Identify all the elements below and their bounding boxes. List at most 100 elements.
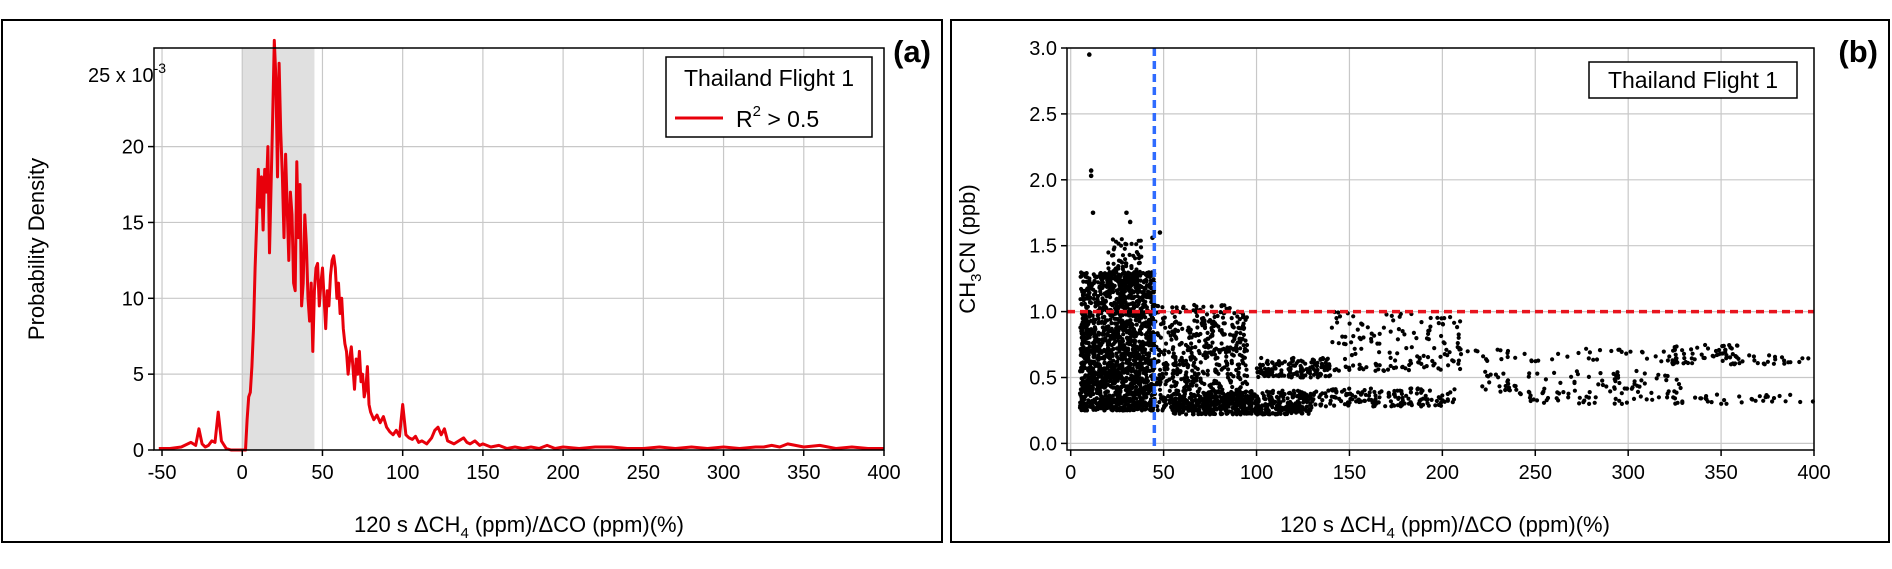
scatter-point [1093, 363, 1098, 368]
scatter-point [1195, 313, 1200, 319]
scatter-point [1324, 394, 1329, 399]
scatter-point [1217, 385, 1222, 390]
scatter-point [1617, 398, 1622, 403]
scatter-point [1127, 313, 1132, 318]
scatter-point [1451, 359, 1456, 364]
x-tick-label: 100 [386, 462, 419, 484]
scatter-point [1436, 366, 1441, 371]
scatter-point [1140, 396, 1145, 401]
scatter-point [1091, 296, 1096, 301]
scatter-point [1241, 332, 1246, 337]
scatter-point [1129, 369, 1134, 374]
scatter-point [1239, 392, 1245, 397]
scatter-point [1727, 343, 1732, 348]
scatter-point [1127, 252, 1132, 257]
scatter-point [1642, 381, 1647, 386]
scatter-point [1248, 393, 1253, 398]
scatter-point [1249, 408, 1254, 413]
scatter-point [1140, 349, 1145, 354]
scatter-point [1797, 359, 1802, 365]
scatter-point [1208, 350, 1213, 355]
scatter-point [1377, 331, 1382, 336]
scatter-point [1107, 270, 1112, 275]
scatter-point [1220, 315, 1226, 320]
scatter-point [1276, 361, 1281, 366]
scatter-point [1355, 327, 1360, 332]
scatter-point [1224, 411, 1229, 416]
panel-label: (b) [1838, 34, 1878, 69]
scatter-point [1109, 326, 1114, 331]
scatter-point [1161, 319, 1166, 324]
scatter-point [1187, 335, 1192, 340]
scatter-point [1092, 370, 1098, 375]
scatter-point [1131, 396, 1136, 401]
scatter-point [1222, 321, 1227, 326]
scatter-point [1432, 346, 1437, 351]
scatter-point [1528, 398, 1533, 404]
scatter-point [1138, 245, 1144, 250]
scatter-point [1181, 350, 1186, 355]
scatter-point [1749, 396, 1754, 402]
scatter-point [1512, 383, 1517, 388]
scatter-point [1681, 351, 1687, 356]
scatter-point [1081, 279, 1086, 284]
scatter-point [1505, 348, 1511, 354]
scatter-point [1430, 358, 1435, 364]
scatter-point [1230, 405, 1235, 410]
scatter-point [1123, 277, 1129, 282]
scatter-point [1106, 266, 1111, 271]
scatter-point [1366, 393, 1372, 398]
scatter-point [1096, 387, 1101, 392]
scatter-point [1753, 398, 1758, 403]
scatter-point [1301, 400, 1306, 405]
scatter-point [1308, 391, 1313, 396]
scatter-point [1121, 271, 1126, 276]
scatter-point [1714, 392, 1720, 397]
scatter-point [1091, 292, 1097, 297]
scatter-point [1604, 384, 1609, 389]
scatter-point [1129, 392, 1134, 397]
scatter-point [1128, 325, 1133, 330]
scatter-point [1436, 402, 1441, 407]
scatter-point [1106, 362, 1111, 367]
scatter-point [1117, 319, 1122, 324]
scatter-point [1202, 381, 1207, 387]
scatter-point [1232, 311, 1237, 316]
scatter-point [1724, 401, 1729, 406]
scatter-point [1229, 361, 1234, 366]
scatter-point [1189, 341, 1194, 346]
scatter-point [1125, 387, 1130, 392]
scatter-point [1737, 394, 1742, 399]
scatter-point [1318, 402, 1323, 407]
scatter-point [1147, 329, 1152, 334]
scatter-point [1800, 356, 1805, 361]
scatter-point [1320, 363, 1325, 368]
scatter-point [1336, 310, 1341, 315]
scatter-point [1664, 378, 1669, 383]
scatter-point [1336, 341, 1341, 346]
scatter-point [1637, 384, 1642, 389]
scatter-point [1233, 332, 1238, 338]
scatter-point [1722, 398, 1727, 403]
scatter-point [1117, 282, 1122, 287]
scatter-point [1690, 361, 1695, 366]
scatter-point [1369, 331, 1374, 336]
scatter-point [1243, 411, 1248, 416]
scatter-point [1123, 261, 1128, 266]
y-tick-label: 10 [122, 288, 144, 310]
scatter-point [1354, 399, 1359, 404]
x-tick-label: 200 [546, 462, 579, 484]
scatter-point [1081, 401, 1086, 406]
scatter-point [1113, 306, 1118, 311]
scatter-point [1335, 320, 1340, 325]
scatter-point [1081, 315, 1086, 320]
scatter-point [1127, 331, 1132, 336]
scatter-point [1107, 280, 1112, 285]
scatter-point [1110, 353, 1115, 358]
scatter-point [1173, 411, 1178, 416]
scatter-point [1081, 290, 1086, 295]
scatter-point [1587, 390, 1592, 395]
scatter-point [1286, 372, 1291, 378]
scatter-point [1404, 346, 1409, 351]
